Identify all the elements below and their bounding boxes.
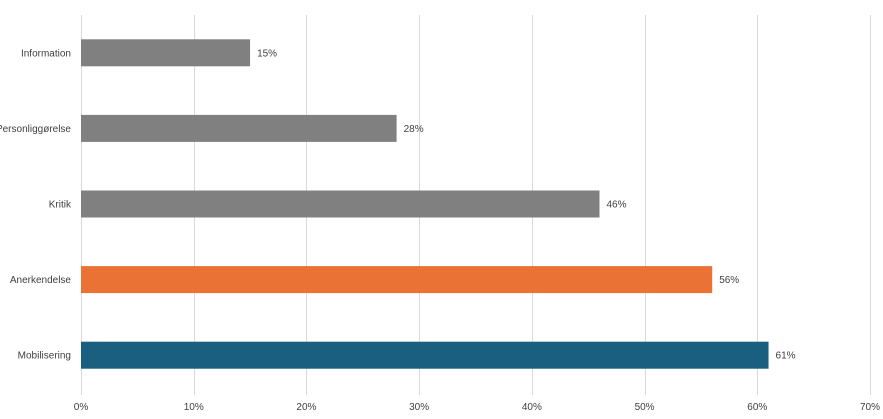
bar-information xyxy=(81,39,251,67)
bar-kritik xyxy=(81,190,600,218)
data-label-mobilisering: 61% xyxy=(776,351,796,362)
x-tick-label-50: 50% xyxy=(635,402,655,413)
x-tick-label-0: 0% xyxy=(74,402,89,413)
data-label-kritik: 46% xyxy=(606,200,626,211)
category-label-personliggørelse: Personliggørelse xyxy=(0,124,71,135)
x-tick-label-70: 70% xyxy=(860,402,880,413)
category-label-kritik: Kritik xyxy=(49,200,72,211)
x-tick-label-40: 40% xyxy=(522,402,542,413)
x-axis-tick-labels: 0% 10% 20% 30% 40% 50% 60% 70% xyxy=(74,402,880,413)
data-labels: 15% 28% 46% 56% 61% xyxy=(257,48,796,361)
category-label-anerkendelse: Anerkendelse xyxy=(10,275,72,286)
bars xyxy=(81,39,769,369)
category-label-information: Information xyxy=(21,48,71,59)
bar-personliggørelse xyxy=(81,114,397,142)
x-tick-label-30: 30% xyxy=(409,402,429,413)
category-labels: Information Personliggørelse Kritik Anerken… xyxy=(0,48,72,361)
data-label-anerkendelse: 56% xyxy=(719,275,739,286)
x-tick-label-60: 60% xyxy=(747,402,767,413)
data-label-information: 15% xyxy=(257,48,277,59)
x-tick-label-20: 20% xyxy=(296,402,316,413)
category-label-mobilisering: Mobilisering xyxy=(18,351,71,362)
x-tick-label-10: 10% xyxy=(184,402,204,413)
data-label-personliggørelse: 28% xyxy=(404,124,424,135)
bar-anerkendelse xyxy=(81,266,713,294)
bar-mobilisering xyxy=(81,341,769,369)
